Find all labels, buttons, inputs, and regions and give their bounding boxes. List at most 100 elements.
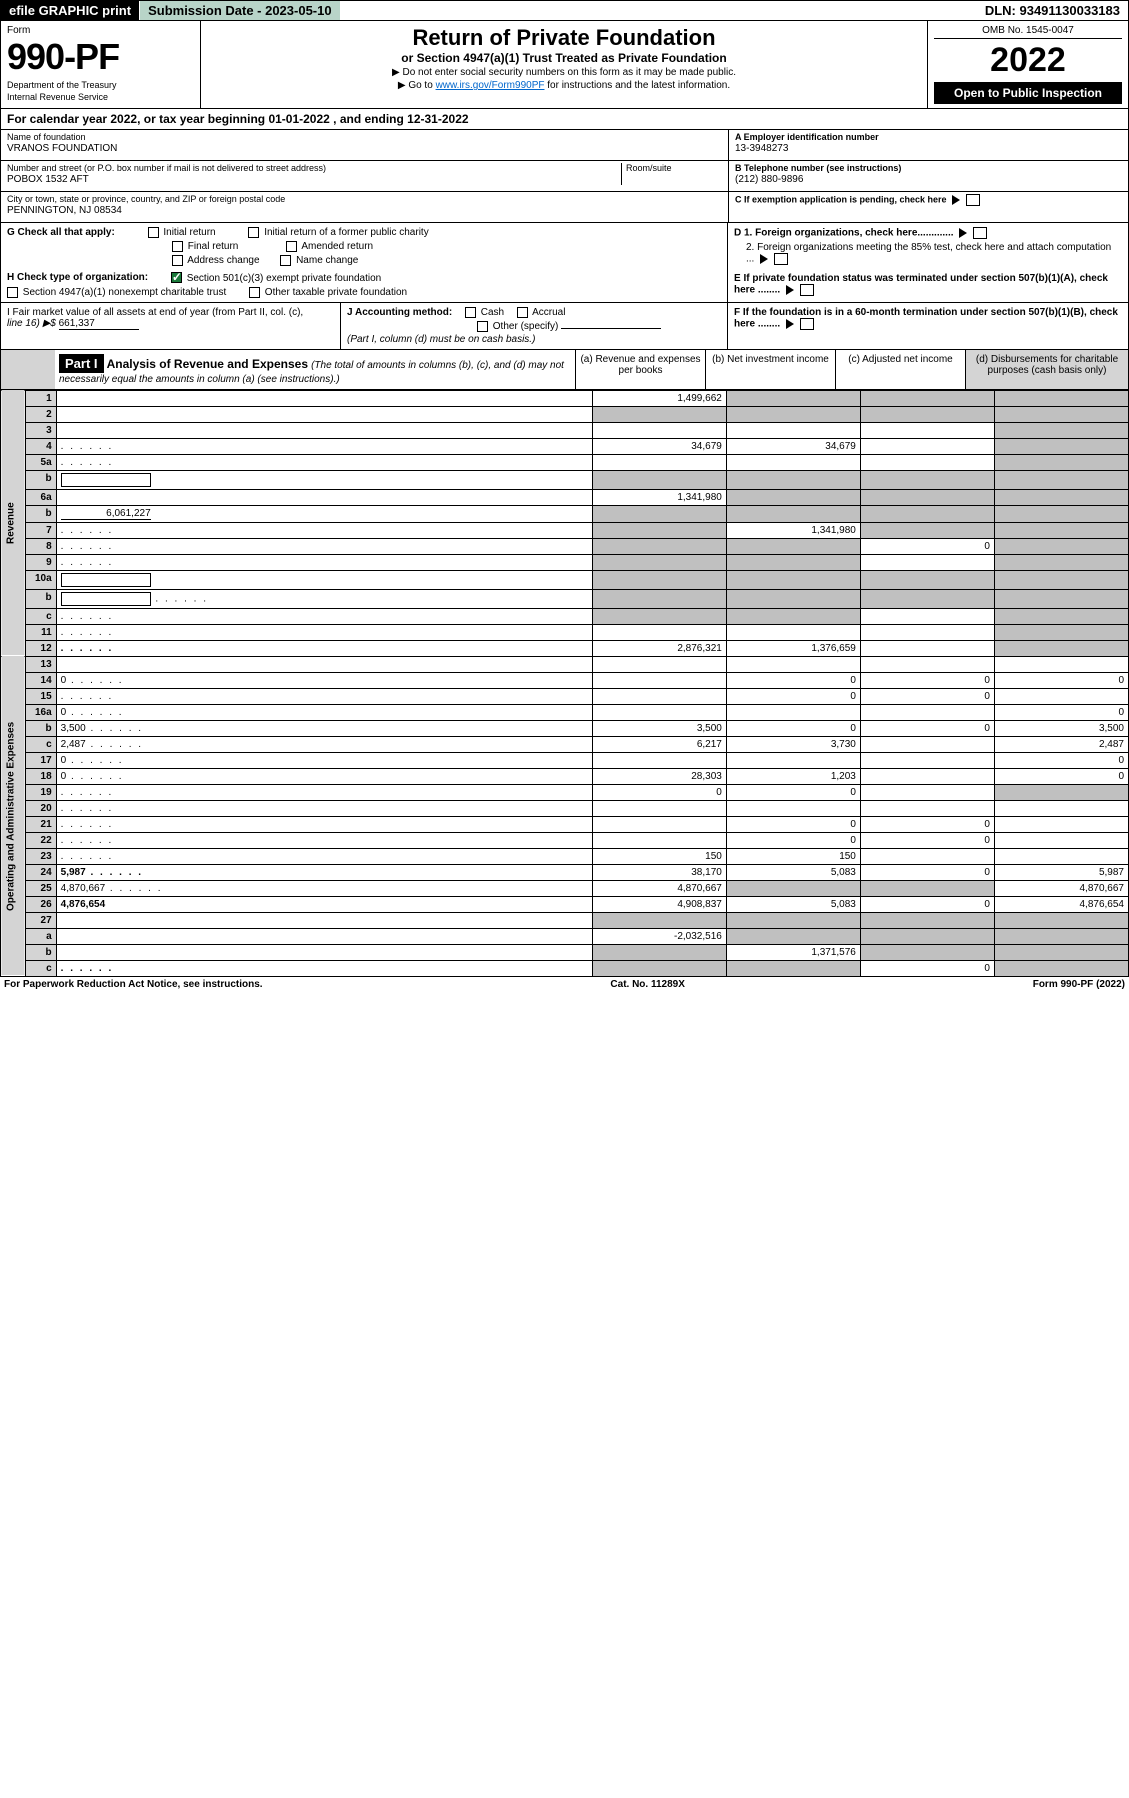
row-description: 5,987 . . . . . . [56,864,592,880]
f-checkbox[interactable] [800,318,814,330]
instr-pre: ▶ Go to [398,80,436,91]
cell-a: 3,500 [592,720,726,736]
cell-c [860,608,994,624]
cell-a: 34,679 [592,438,726,454]
row-description: . . . . . . [56,608,592,624]
cell-c [860,522,994,538]
i-value: 661,337 [59,318,139,330]
row-description: . . . . . . [56,589,592,608]
row-description: . . . . . . [56,960,592,976]
table-row: 12 . . . . . .2,876,3211,376,659 [1,640,1129,656]
room-label: Room/suite [626,163,722,173]
cell-b: 0 [726,816,860,832]
e-checkbox[interactable] [800,284,814,296]
chk-4947[interactable] [7,287,18,298]
table-row: 4 . . . . . .34,67934,679 [1,438,1129,454]
table-row: 5a . . . . . . [1,454,1129,470]
cell-b: 1,203 [726,768,860,784]
c-checkbox[interactable] [966,194,980,206]
ein-label: A Employer identification number [735,132,1122,142]
cell-d [994,656,1128,672]
cell-c [860,784,994,800]
cell-a [592,624,726,640]
efile-print-button[interactable]: efile GRAPHIC print [1,1,140,20]
row-number: 18 [25,768,56,784]
row-number: 19 [25,784,56,800]
chk-accrual[interactable] [517,307,528,318]
cell-a [592,522,726,538]
cell-a [592,570,726,589]
d1-label: D 1. Foreign organizations, check here..… [734,228,954,239]
cell-b [726,928,860,944]
chk-amended[interactable] [286,241,297,252]
row-description: 2,487 . . . . . . [56,736,592,752]
addr-value: POBOX 1532 AFT [7,174,617,185]
footer-mid: Cat. No. 11289X [610,979,684,990]
col-c-hdr: (c) Adjusted net income [835,350,965,389]
cell-a [592,406,726,422]
table-row: 180 . . . . . .28,3031,2030 [1,768,1129,784]
chk-initial[interactable] [148,227,159,238]
cell-d [994,505,1128,522]
cell-d [994,406,1128,422]
chk-other-tax[interactable] [249,287,260,298]
row-number: 20 [25,800,56,816]
form-label: Form [7,25,194,36]
cell-b: 0 [726,784,860,800]
row-number: b [25,589,56,608]
cell-a: 6,217 [592,736,726,752]
cell-c [860,880,994,896]
table-row: 264,876,6544,908,8375,08304,876,654 [1,896,1129,912]
chk-cash[interactable] [465,307,476,318]
form-subtitle: or Section 4947(a)(1) Trust Treated as P… [207,51,921,65]
cell-a [592,704,726,720]
row-number: 24 [25,864,56,880]
chk-address[interactable] [172,255,183,266]
table-row: 19 . . . . . .00 [1,784,1129,800]
form-title: Return of Private Foundation [207,25,921,51]
cell-d: 0 [994,768,1128,784]
row-description: 0 . . . . . . [56,672,592,688]
d2-checkbox[interactable] [774,253,788,265]
cell-d: 4,870,667 [994,880,1128,896]
row-number: 6a [25,489,56,505]
row-number: 21 [25,816,56,832]
foundation-name: VRANOS FOUNDATION [7,143,722,154]
row-description: . . . . . . [56,438,592,454]
row-number: 13 [25,656,56,672]
table-row: 140 . . . . . .000 [1,672,1129,688]
cell-c [860,640,994,656]
arrow-icon [952,195,960,205]
table-row: c . . . . . .0 [1,960,1129,976]
table-row: 20 . . . . . . [1,800,1129,816]
row-description: 4,870,667 . . . . . . [56,880,592,896]
cell-a: 1,341,980 [592,489,726,505]
cell-b [726,406,860,422]
row-description: 6,061,227 [56,505,592,522]
d1-checkbox[interactable] [973,227,987,239]
g-label: G Check all that apply: [7,227,118,238]
chk-name[interactable] [280,255,291,266]
row-number: 22 [25,832,56,848]
instr-goto: ▶ Go to www.irs.gov/Form990PF for instru… [207,80,921,91]
cell-d [994,390,1128,406]
cell-d [994,832,1128,848]
cell-d [994,438,1128,454]
table-row: Operating and Administrative Expenses13 [1,656,1129,672]
row-description: 4,876,654 [56,896,592,912]
form-link[interactable]: www.irs.gov/Form990PF [436,80,545,91]
expenses-side-label: Operating and Administrative Expenses [1,656,26,976]
opt-cash: Cash [481,307,504,318]
chk-initial-former[interactable] [248,227,259,238]
chk-final[interactable] [172,241,183,252]
d2-label: 2. Foreign organizations meeting the 85%… [746,242,1111,265]
table-row: 6a 1,341,980 [1,489,1129,505]
i-line: line 16) ▶$ [7,318,59,329]
cell-a [592,912,726,928]
chk-other-method[interactable] [477,321,488,332]
cell-d: 0 [994,672,1128,688]
table-row: Revenue11,499,662 [1,390,1129,406]
cell-a: 28,303 [592,768,726,784]
cell-a [592,538,726,554]
chk-501c3[interactable] [171,272,182,283]
